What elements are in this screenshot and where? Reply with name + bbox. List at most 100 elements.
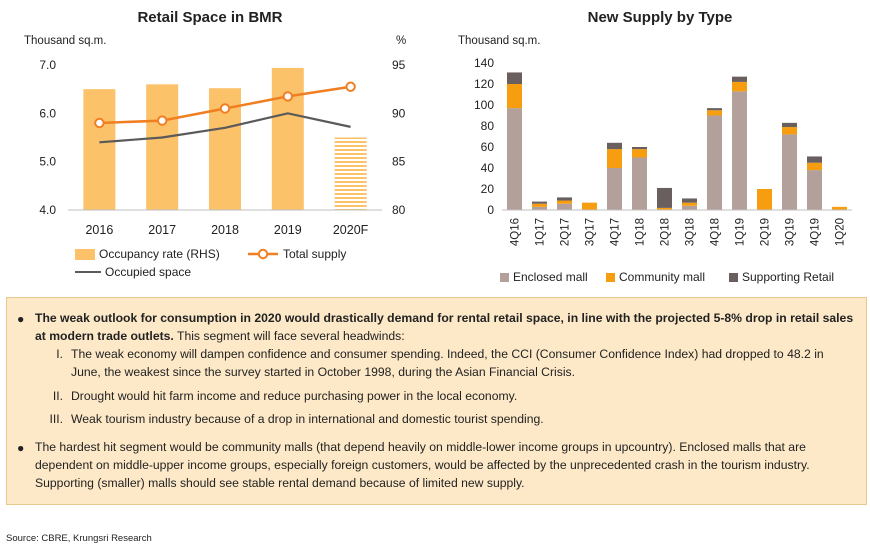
legend-swatch-community	[606, 272, 615, 282]
supply-bar-segment	[607, 168, 622, 210]
supply-bar-segment	[707, 108, 722, 111]
total-supply-point	[157, 115, 168, 126]
supply-bar-segment	[557, 203, 572, 210]
subitem-2-text: Drought would hit farm income and reduce…	[71, 389, 518, 403]
bullet-2: The hardest hit segment would be communi…	[35, 440, 810, 491]
bullet-1-bold: The weak outlook for consumption in 2020…	[35, 311, 854, 344]
occupancy-bar	[271, 67, 304, 211]
total-supply-point	[282, 91, 293, 102]
right-y-tick-label: 90	[392, 106, 406, 120]
right-x-tick-label: 2Q19	[760, 218, 772, 246]
legend-swatch-supporting	[729, 272, 738, 282]
right-y-tick-label: 40	[481, 161, 495, 175]
left-x-tick-label: 2016	[85, 223, 113, 237]
occupancy-bar	[334, 137, 367, 210]
supply-bar-segment	[782, 122, 797, 128]
left-y-tick-label: 7.0	[39, 58, 56, 72]
supply-bar-segment	[532, 201, 547, 204]
left-chart-title: Retail Space in BMR	[137, 9, 283, 26]
total-supply-point	[345, 81, 356, 92]
supply-bar-segment	[632, 149, 647, 158]
left-y-tick-label: 5.0	[39, 155, 56, 169]
occupancy-bar	[83, 89, 116, 210]
legend-supporting-retail: Supporting Retail	[729, 270, 834, 284]
supply-bar-segment	[507, 72, 522, 84]
right-x-tick-label: 4Q19	[810, 218, 822, 246]
left-x-tick-label: 2018	[211, 223, 239, 237]
right-x-tick-label: 3Q19	[785, 218, 797, 246]
right-x-tick-label: 1Q18	[635, 218, 647, 246]
right-y-tick-label: 0	[487, 203, 494, 217]
legend-label-occupied: Occupied space	[105, 265, 192, 279]
commentary-box: ● The weak outlook for consumption in 20…	[6, 297, 867, 505]
subitem-3: III. Weak tourism industry because of a d…	[35, 410, 856, 428]
right-y-tick-label: 100	[474, 98, 494, 112]
supply-bar-segment	[557, 200, 572, 204]
subitem-3-text: Weak tourism industry because of a drop …	[71, 412, 544, 426]
right-x-tick-label: 3Q18	[685, 218, 697, 246]
subitem-3-num: III.	[49, 412, 63, 426]
supply-bar-segment	[682, 205, 697, 210]
subitem-1: I. The weak economy will dampen confidenc…	[35, 345, 856, 381]
right-y-tick-label: 85	[392, 155, 406, 169]
supply-bar-segment	[682, 202, 697, 206]
right-x-tick-label: 4Q16	[510, 218, 522, 246]
right-x-tick-label: 4Q17	[610, 218, 622, 246]
supply-bar-segment	[832, 206, 847, 210]
right-x-tick-label: 2Q17	[560, 218, 572, 246]
right-x-tick-label: 2Q18	[660, 218, 672, 246]
supply-bar-segment	[557, 197, 572, 201]
legend-swatch-occupancy	[75, 248, 95, 260]
bullet-2-marker: ●	[17, 441, 25, 455]
supply-bar-segment	[732, 76, 747, 82]
subitem-2: II. Drought would hit farm income and red…	[35, 387, 856, 405]
supply-bar-segment	[807, 162, 822, 171]
left-axis-unit: Thousand sq.m.	[24, 35, 107, 47]
legend-swatch-occupied	[75, 270, 101, 274]
right-chart-unit: Thousand sq.m.	[458, 35, 541, 47]
legend-total-supply: Total supply	[246, 247, 346, 261]
right-x-tick-label: 1Q17	[535, 218, 547, 246]
supply-bar-segment	[532, 206, 547, 210]
legend-swatch-total-supply	[248, 248, 278, 260]
supply-bar-segment	[807, 170, 822, 210]
total-supply-point	[94, 117, 105, 129]
bullet-1-marker: ●	[17, 312, 25, 326]
left-x-tick-label: 2017	[148, 223, 176, 237]
legend-label-enclosed: Enclosed mall	[513, 270, 588, 284]
left-y-tick-label: 6.0	[39, 106, 56, 120]
supply-bar-segment	[732, 81, 747, 92]
legend-label-supporting: Supporting Retail	[742, 270, 835, 284]
right-axis-unit: %	[396, 35, 407, 47]
supply-bar-segment	[632, 147, 647, 150]
right-y-tick-label: 60	[481, 140, 495, 154]
supply-bar-segment	[582, 202, 597, 210]
supply-bar-segment	[657, 187, 672, 208]
left-y-tick-label: 4.0	[39, 203, 56, 217]
supply-bar-segment	[757, 189, 772, 210]
legend-occupancy: Occupancy rate (RHS)	[75, 247, 220, 261]
total-supply-point	[219, 103, 231, 114]
occupied-space-line	[99, 112, 351, 144]
supply-bar-segment	[532, 203, 547, 207]
supply-bar-segment	[507, 108, 522, 210]
legend-enclosed-mall: Enclosed mall	[500, 270, 588, 284]
legend-label-occupancy: Occupancy rate (RHS)	[99, 247, 220, 261]
supply-bar-segment	[507, 84, 522, 109]
right-y-tick-label: 120	[474, 77, 494, 91]
supply-bar-segment	[707, 115, 722, 210]
supply-bar-segment	[632, 157, 647, 210]
supply-bar-segment	[682, 198, 697, 203]
right-y-tick-label: 140	[474, 56, 494, 70]
right-y-tick-label: 80	[392, 203, 406, 217]
supply-bar-segment	[732, 91, 747, 210]
right-y-tick-label: 20	[481, 182, 495, 196]
supply-bar-segment	[782, 127, 797, 135]
right-x-tick-label: 1Q20	[835, 218, 847, 246]
supply-bar-segment	[782, 134, 797, 210]
subitem-1-text: The weak economy will dampen confidence …	[71, 347, 824, 380]
right-y-tick-label: 80	[481, 119, 495, 133]
right-x-tick-label: 1Q19	[735, 218, 747, 246]
supply-bar-segment	[607, 142, 622, 150]
left-x-tick-label: 2019	[274, 223, 302, 237]
